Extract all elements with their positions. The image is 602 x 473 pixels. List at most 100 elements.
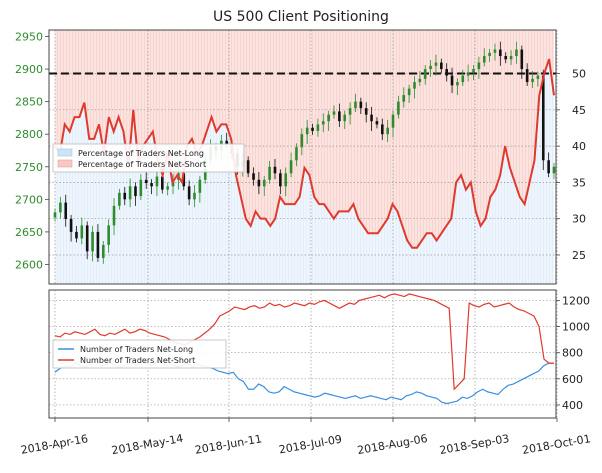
candle-body xyxy=(397,101,400,115)
candle-body xyxy=(515,49,518,57)
x-tick-label: 2018-Aug-06 xyxy=(356,432,428,457)
candle-body xyxy=(493,49,497,53)
candle-body xyxy=(161,176,164,190)
legend-label-net-long-pct: Percentage of Traders Net-Long xyxy=(78,149,204,158)
candle-body xyxy=(407,88,411,96)
candle-body xyxy=(198,179,202,193)
bottom-panel: 400 600 800 1000 1200 Number of Traders Net-… xyxy=(48,289,590,419)
candle-body xyxy=(316,124,320,131)
candle-body xyxy=(91,231,94,252)
left-tick-label: 2600 xyxy=(15,258,43,271)
right-axis-ticks-bottom: 400 600 800 1000 1200 xyxy=(556,294,590,412)
left-tick-label: 2950 xyxy=(15,31,43,44)
candle-body xyxy=(112,205,116,226)
legend-bottom: Number of Traders Net-Long Number of Tra… xyxy=(52,339,227,369)
top-panel-frame xyxy=(48,29,557,285)
right-tick-label: 1200 xyxy=(562,294,590,307)
candle-body xyxy=(246,160,250,174)
candle-body xyxy=(144,179,148,184)
left-tick-label: 2900 xyxy=(15,63,43,76)
left-axis-ticks: 2600 2650 2700 2750 2800 2850 2900 2950 xyxy=(15,31,49,271)
candle-body xyxy=(128,186,132,200)
candle-body xyxy=(359,101,363,109)
candle-body xyxy=(450,75,454,86)
candle-body xyxy=(279,173,282,187)
right-tick-label: 600 xyxy=(562,373,583,386)
candle-body xyxy=(289,160,293,174)
legend-label-net-short-pct: Percentage of Traders Net-Short xyxy=(78,160,206,169)
candle-body xyxy=(182,173,186,187)
candle-body xyxy=(225,140,228,144)
candle-body xyxy=(123,192,127,200)
candle-body xyxy=(80,225,84,239)
candle-body xyxy=(321,121,325,125)
candle-body xyxy=(418,78,422,83)
candle-body xyxy=(445,69,448,76)
left-tick-label: 2800 xyxy=(15,128,43,141)
x-tick-label: 2018-Oct-01 xyxy=(521,432,591,457)
candle-body xyxy=(499,49,502,57)
candle-body xyxy=(477,62,481,70)
candle-body xyxy=(386,127,389,135)
candle-body xyxy=(262,179,266,187)
candle-body xyxy=(343,114,347,122)
x-tick-label: 2018-Sep-03 xyxy=(438,432,510,457)
candle-body xyxy=(402,95,406,102)
candle-body xyxy=(482,56,486,63)
x-tick-label: 2018-Jun-11 xyxy=(194,432,263,457)
left-tick-label: 2850 xyxy=(15,96,43,109)
right-tick-label: 35 xyxy=(572,176,586,189)
candle-body xyxy=(504,56,508,60)
candle-body xyxy=(300,134,304,148)
right-tick-label: 400 xyxy=(562,399,583,412)
right-tick-label: 50 xyxy=(572,68,586,81)
legend-label-net-long-num: Number of Traders Net-Long xyxy=(80,345,193,354)
candle-body xyxy=(509,56,513,60)
right-tick-label: 25 xyxy=(572,249,586,262)
fill-net-short xyxy=(55,30,554,248)
candle-body xyxy=(118,192,121,206)
x-axis-ticks: 2018-Apr-16 2018-May-14 2018-Jun-11 2018-Ju… xyxy=(20,418,592,457)
candle-body xyxy=(440,62,443,70)
candle-body xyxy=(434,62,438,66)
legend-top: Percentage of Traders Net-Long Percentag… xyxy=(52,143,245,173)
x-tick-label: 2018-May-14 xyxy=(111,432,185,457)
candle-body xyxy=(413,82,416,89)
candle-body xyxy=(547,160,550,174)
legend-label-net-short-num: Number of Traders Net-Short xyxy=(80,356,195,365)
left-tick-label: 2650 xyxy=(15,226,43,239)
x-tick-label: 2018-Jul-09 xyxy=(278,433,343,457)
right-tick-label: 1000 xyxy=(562,321,590,334)
candle-body xyxy=(139,179,143,197)
candle-body xyxy=(96,231,100,258)
candle-body xyxy=(134,186,137,197)
candle-body xyxy=(472,69,475,73)
candle-body xyxy=(187,186,191,200)
candle-body xyxy=(552,166,556,174)
right-tick-label: 40 xyxy=(572,140,586,153)
candle-body xyxy=(391,114,395,128)
left-tick-label: 2750 xyxy=(15,161,43,174)
candle-body xyxy=(541,75,545,161)
candle-body xyxy=(327,114,330,122)
candle-body xyxy=(193,192,196,200)
candle-body xyxy=(75,231,78,239)
candle-body xyxy=(354,101,357,109)
candle-body xyxy=(525,69,529,83)
series-line-number-net-short xyxy=(54,293,554,391)
bottom-panel-frame xyxy=(48,289,557,419)
chart-title: US 500 Client Positioning xyxy=(213,9,389,25)
candle-body xyxy=(338,111,341,122)
candle-body xyxy=(101,244,105,258)
candle-body xyxy=(456,82,459,86)
candle-body xyxy=(364,108,368,115)
candle-body xyxy=(85,225,89,252)
candle-body xyxy=(348,108,352,115)
left-tick-label: 2700 xyxy=(15,193,43,206)
candle-body xyxy=(531,78,534,83)
candle-body xyxy=(295,147,298,161)
candle-body xyxy=(536,75,540,79)
candle-body xyxy=(381,124,384,135)
candle-body xyxy=(488,52,491,57)
